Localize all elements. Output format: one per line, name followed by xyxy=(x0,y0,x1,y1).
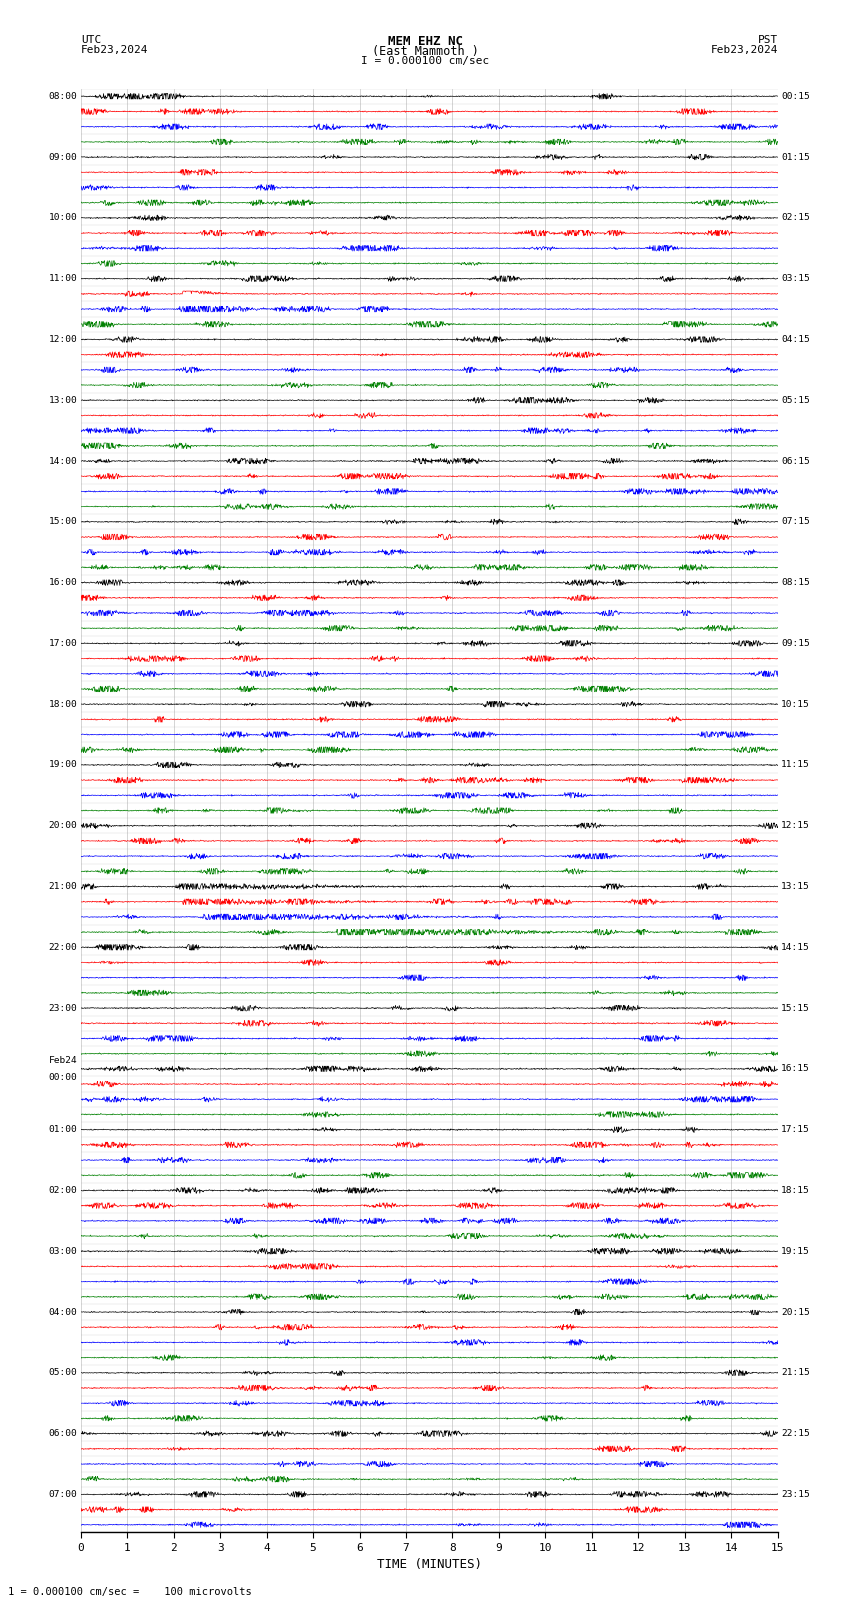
Text: 15:00: 15:00 xyxy=(48,518,77,526)
Text: 21:00: 21:00 xyxy=(48,882,77,890)
Text: 20:15: 20:15 xyxy=(781,1308,810,1316)
Text: 11:15: 11:15 xyxy=(781,760,810,769)
Text: 00:00: 00:00 xyxy=(48,1073,77,1082)
Text: 23:00: 23:00 xyxy=(48,1003,77,1013)
Text: 18:00: 18:00 xyxy=(48,700,77,708)
Text: 12:00: 12:00 xyxy=(48,336,77,344)
Text: 12:15: 12:15 xyxy=(781,821,810,831)
Text: 14:15: 14:15 xyxy=(781,942,810,952)
Text: 19:15: 19:15 xyxy=(781,1247,810,1257)
Text: 13:00: 13:00 xyxy=(48,395,77,405)
Text: 04:00: 04:00 xyxy=(48,1308,77,1316)
Text: Feb23,2024: Feb23,2024 xyxy=(81,45,148,55)
Text: 02:00: 02:00 xyxy=(48,1186,77,1195)
Text: 21:15: 21:15 xyxy=(781,1368,810,1378)
Text: 09:15: 09:15 xyxy=(781,639,810,648)
Text: MEM EHZ NC: MEM EHZ NC xyxy=(388,35,462,48)
Text: I = 0.000100 cm/sec: I = 0.000100 cm/sec xyxy=(361,56,489,66)
Text: 22:15: 22:15 xyxy=(781,1429,810,1439)
Text: 06:15: 06:15 xyxy=(781,456,810,466)
Text: 08:00: 08:00 xyxy=(48,92,77,102)
Text: 07:00: 07:00 xyxy=(48,1490,77,1498)
Text: 10:15: 10:15 xyxy=(781,700,810,708)
Text: 13:15: 13:15 xyxy=(781,882,810,890)
Text: UTC: UTC xyxy=(81,35,101,45)
Text: 19:00: 19:00 xyxy=(48,760,77,769)
Text: 07:15: 07:15 xyxy=(781,518,810,526)
Text: PST: PST xyxy=(757,35,778,45)
Text: 18:15: 18:15 xyxy=(781,1186,810,1195)
Text: 10:00: 10:00 xyxy=(48,213,77,223)
Text: 01:15: 01:15 xyxy=(781,153,810,161)
Text: Feb23,2024: Feb23,2024 xyxy=(711,45,778,55)
Text: 15:15: 15:15 xyxy=(781,1003,810,1013)
Text: 16:00: 16:00 xyxy=(48,577,77,587)
Text: 05:00: 05:00 xyxy=(48,1368,77,1378)
Text: 02:15: 02:15 xyxy=(781,213,810,223)
Text: 16:15: 16:15 xyxy=(781,1065,810,1073)
Text: Feb24: Feb24 xyxy=(48,1055,77,1065)
Text: 01:00: 01:00 xyxy=(48,1126,77,1134)
Text: 00:15: 00:15 xyxy=(781,92,810,102)
Text: 08:15: 08:15 xyxy=(781,577,810,587)
Text: 20:00: 20:00 xyxy=(48,821,77,831)
Text: 09:00: 09:00 xyxy=(48,153,77,161)
Text: 03:00: 03:00 xyxy=(48,1247,77,1257)
Text: 1 = 0.000100 cm/sec =    100 microvolts: 1 = 0.000100 cm/sec = 100 microvolts xyxy=(8,1587,252,1597)
Text: 03:15: 03:15 xyxy=(781,274,810,284)
Text: (East Mammoth ): (East Mammoth ) xyxy=(371,45,479,58)
Text: 05:15: 05:15 xyxy=(781,395,810,405)
X-axis label: TIME (MINUTES): TIME (MINUTES) xyxy=(377,1558,482,1571)
Text: 04:15: 04:15 xyxy=(781,336,810,344)
Text: 22:00: 22:00 xyxy=(48,942,77,952)
Text: 11:00: 11:00 xyxy=(48,274,77,284)
Text: 14:00: 14:00 xyxy=(48,456,77,466)
Text: 17:00: 17:00 xyxy=(48,639,77,648)
Text: 06:00: 06:00 xyxy=(48,1429,77,1439)
Text: 17:15: 17:15 xyxy=(781,1126,810,1134)
Text: 23:15: 23:15 xyxy=(781,1490,810,1498)
